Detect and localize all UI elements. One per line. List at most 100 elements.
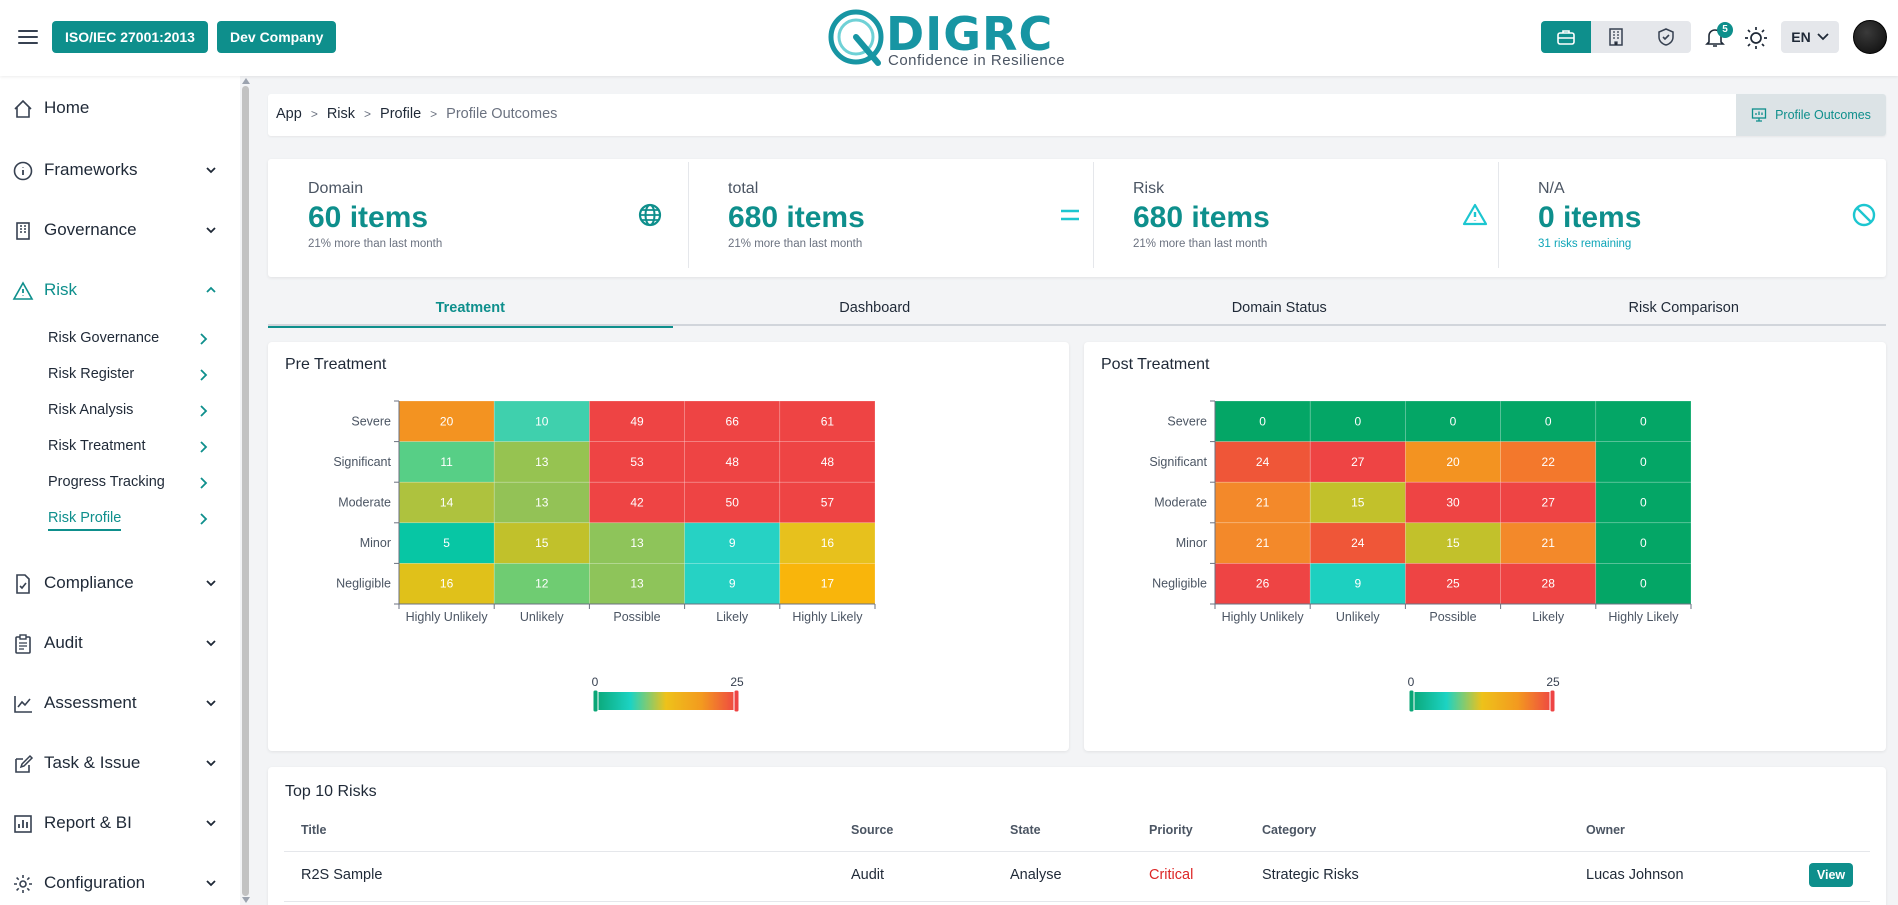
- language-selector[interactable]: EN: [1781, 21, 1839, 53]
- breadcrumb-app[interactable]: App: [276, 106, 302, 122]
- heatmap-cell: [779, 522, 876, 564]
- sidebar-subitem-risk-treatment[interactable]: Risk Treatment: [0, 432, 228, 462]
- table-cell-owner: Lucas Johnson: [1586, 867, 1684, 883]
- heatmap-cell: [493, 441, 590, 483]
- table-cell-priority: Critical: [1149, 867, 1194, 883]
- heatmap-cell: [398, 563, 495, 605]
- notification-button[interactable]: 5: [1703, 22, 1733, 51]
- sidebar-subitem-risk-profile[interactable]: Risk Profile: [0, 504, 228, 534]
- standard-selector-button[interactable]: ISO/IEC 27001:2013: [52, 21, 208, 53]
- heatmap-cell: [779, 400, 876, 442]
- x-tick-label: Highly Unlikely: [1222, 610, 1305, 624]
- column-header-source[interactable]: Source: [851, 823, 894, 837]
- pre-treatment-title: Pre Treatment: [285, 356, 387, 373]
- sidebar-item-label: Home: [44, 98, 90, 117]
- heatmap-cell: [779, 481, 876, 524]
- heatmap-cell: [589, 400, 685, 442]
- sidebar-item-report-bi[interactable]: Report & BI: [0, 803, 228, 843]
- logo-word: DIGRC: [886, 7, 1054, 61]
- sidebar-subitem-risk-governance[interactable]: Risk Governance: [0, 324, 228, 354]
- heatmap-cell: [1595, 481, 1692, 524]
- logo-mark-icon: [828, 9, 884, 66]
- company-selector-button[interactable]: Dev Company: [217, 21, 337, 53]
- sidebar-scrollbar[interactable]: [241, 76, 250, 905]
- shield-check-icon[interactable]: [1641, 21, 1691, 53]
- pre-treatment-card: Pre Treatment 20 10 49 66 61 11 13 53 48 48 14 13 42…: [268, 342, 1069, 751]
- heatmap-cell-value: 57: [821, 496, 835, 510]
- sidebar-subitem-risk-analysis[interactable]: Risk Analysis: [0, 396, 228, 426]
- briefcase-icon[interactable]: [1541, 21, 1591, 53]
- heatmap-cell: [779, 563, 876, 605]
- stat-label: Risk: [1133, 180, 1165, 197]
- table-divider: [284, 901, 1870, 902]
- column-header-category[interactable]: Category: [1262, 823, 1317, 837]
- sidebar-subitem-label: Risk Treatment: [48, 438, 146, 454]
- sidebar-item-audit[interactable]: Audit: [0, 623, 228, 663]
- scroll-down-arrow[interactable]: [242, 897, 250, 903]
- theme-toggle-icon[interactable]: [1743, 25, 1769, 51]
- breadcrumb-separator: >: [310, 107, 318, 121]
- heatmap-cell-value: 16: [440, 577, 454, 591]
- tab-treatment[interactable]: Treatment: [268, 296, 673, 328]
- y-tick-label: Moderate: [338, 496, 391, 510]
- heatmap-cell-value: 0: [1640, 455, 1647, 469]
- heatmap-cell-value: 0: [1354, 414, 1361, 428]
- heatmap-cell-value: 14: [440, 496, 454, 510]
- sidebar-item-governance[interactable]: Governance: [0, 210, 228, 250]
- edit-icon: [15, 754, 34, 773]
- breadcrumb-risk[interactable]: Risk: [326, 106, 356, 122]
- heatmap-cell-value: 20: [440, 414, 454, 428]
- heatmap-cell: [493, 400, 590, 442]
- sidebar-item-label: Governance: [44, 220, 137, 239]
- sidebar-subitem-risk-register[interactable]: Risk Register: [0, 360, 228, 390]
- scrollbar-thumb[interactable]: [242, 86, 249, 896]
- x-tick-label: Likely: [716, 610, 749, 624]
- post-treatment-title: Post Treatment: [1101, 356, 1210, 373]
- heatmap-cell-value: 61: [821, 414, 835, 428]
- heatmap-cell-value: 9: [729, 536, 736, 550]
- heatmap-cell-value: 21: [1256, 536, 1270, 550]
- sidebar-item-compliance[interactable]: Compliance: [0, 563, 228, 603]
- sidebar-item-assessment[interactable]: Assessment: [0, 683, 228, 723]
- sidebar-item-configuration[interactable]: Configuration: [0, 863, 228, 903]
- sidebar-subitem-progress-tracking[interactable]: Progress Tracking: [0, 468, 228, 498]
- logo-tagline: Confidence in Resilience: [888, 52, 1066, 69]
- chevron-right-icon: [200, 369, 208, 381]
- visual-map-max-label: 25: [730, 675, 744, 689]
- column-header-state[interactable]: State: [1010, 823, 1041, 837]
- view-risk-button[interactable]: View: [1809, 863, 1853, 887]
- heatmap-cell: [684, 481, 781, 524]
- profile-outcomes-button[interactable]: Profile Outcomes: [1736, 94, 1886, 136]
- sidebar-item-label: Audit: [44, 633, 83, 652]
- notification-badge: 5: [1717, 22, 1733, 38]
- table-cell-category: Strategic Risks: [1262, 867, 1359, 883]
- building-icon[interactable]: [1591, 21, 1641, 53]
- column-header-owner[interactable]: Owner: [1586, 823, 1625, 837]
- scroll-up-arrow[interactable]: [242, 78, 250, 84]
- breadcrumb-profile[interactable]: Profile: [380, 106, 422, 122]
- sidebar-item-frameworks[interactable]: Frameworks: [0, 150, 228, 190]
- x-tick-label: Likely: [1532, 610, 1565, 624]
- heatmap-cell-value: 21: [1256, 496, 1270, 510]
- heatmap-cell: [684, 563, 781, 605]
- stats-panel: Domain 60 items 21% more than last month…: [268, 159, 1886, 277]
- gear-icon: [14, 875, 32, 893]
- breadcrumb-bar: App > Risk > Profile > Profile Outcomes …: [268, 94, 1886, 136]
- tab-domain-status[interactable]: Domain Status: [1231, 300, 1327, 316]
- x-tick-label: Unlikely: [1336, 610, 1381, 624]
- x-tick-label: Highly Likely: [792, 610, 863, 624]
- sidebar-item-task-issue[interactable]: Task & Issue: [0, 743, 228, 783]
- heatmap-cell-value: 9: [729, 577, 736, 591]
- heatmap-cell: [1500, 563, 1597, 605]
- sidebar-item-label: Report & BI: [44, 813, 132, 832]
- language-label: EN: [1791, 29, 1811, 45]
- column-header-title[interactable]: Title: [301, 823, 327, 837]
- sidebar-item-home[interactable]: Home: [0, 88, 228, 128]
- tab-risk-comparison[interactable]: Risk Comparison: [1628, 300, 1739, 316]
- tab-dashboard[interactable]: Dashboard: [839, 300, 911, 316]
- user-avatar[interactable]: [1853, 20, 1887, 54]
- column-header-priority[interactable]: Priority: [1149, 823, 1193, 837]
- heatmap-cell-value: 12: [535, 577, 549, 591]
- menu-icon[interactable]: [16, 26, 40, 48]
- sidebar-item-risk[interactable]: Risk: [0, 270, 228, 310]
